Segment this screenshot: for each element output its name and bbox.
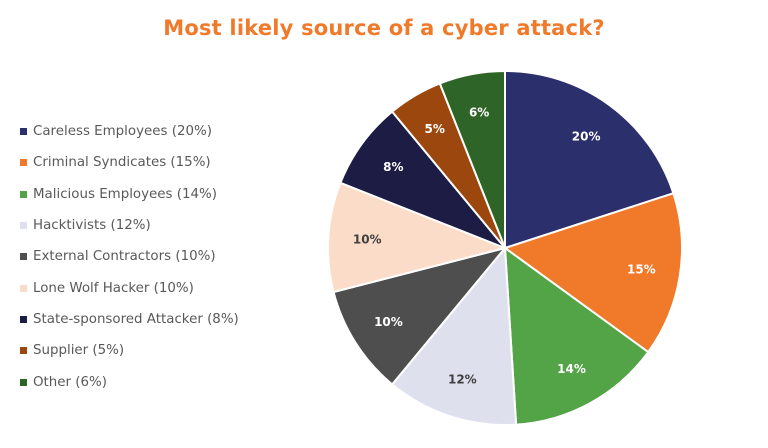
- legend-label: State-sponsored Attacker (8%): [33, 311, 239, 327]
- pie-slice: [503, 245, 650, 426]
- pie-slice: [502, 192, 683, 354]
- legend-swatch-icon: [20, 190, 27, 198]
- pie-slice: [504, 69, 675, 250]
- legend-swatch-icon: [20, 347, 27, 355]
- legend-label: Hacktivists (12%): [33, 218, 151, 234]
- pie-slice: [332, 246, 508, 386]
- legend-item: Criminal Syndicates (15%): [20, 147, 239, 178]
- legend-item: External Contractors (10%): [20, 241, 239, 272]
- legend-label: Careless Employees (20%): [33, 124, 212, 140]
- legend-label: External Contractors (10%): [33, 249, 216, 265]
- legend-item: State-sponsored Attacker (8%): [20, 304, 239, 335]
- legend-label: Malicious Employees (14%): [33, 186, 217, 202]
- legend-item: Malicious Employees (14%): [20, 179, 239, 210]
- legend-item: Hacktivists (12%): [20, 210, 239, 241]
- legend: Careless Employees (20%) Criminal Syndica…: [20, 116, 239, 398]
- legend-swatch-icon: [20, 284, 27, 292]
- legend-swatch-icon: [20, 159, 27, 167]
- legend-swatch-icon: [20, 128, 27, 136]
- pie-slice: [327, 181, 509, 294]
- slice-data-label: 12%: [448, 372, 477, 386]
- legend-item: Supplier (5%): [20, 335, 239, 366]
- legend-swatch-icon: [20, 222, 27, 230]
- slice-data-label: 5%: [425, 122, 445, 136]
- slice-data-label: 20%: [572, 129, 601, 143]
- slice-data-label: 15%: [627, 263, 656, 277]
- slice-data-label: 6%: [469, 105, 489, 119]
- chart-title: Most likely source of a cyber attack?: [163, 16, 605, 40]
- legend-swatch-icon: [20, 253, 27, 261]
- legend-item: Careless Employees (20%): [20, 116, 239, 147]
- slice-data-label: 10%: [353, 232, 382, 246]
- pie-slice: [339, 110, 506, 249]
- legend-item: Other (6%): [20, 366, 239, 397]
- slice-data-label: 14%: [557, 362, 586, 376]
- pie-slice: [390, 245, 518, 426]
- legend-label: Supplier (5%): [33, 343, 125, 359]
- pie-slice: [438, 69, 506, 249]
- legend-swatch-icon: [20, 315, 27, 323]
- legend-label: Criminal Syndicates (15%): [33, 155, 211, 171]
- slice-data-label: 8%: [383, 160, 403, 174]
- slice-data-label: 10%: [374, 315, 403, 329]
- legend-item: Lone Wolf Hacker (10%): [20, 272, 239, 303]
- legend-label: Other (6%): [33, 374, 107, 390]
- legend-label: Lone Wolf Hacker (10%): [33, 280, 194, 296]
- legend-swatch-icon: [20, 378, 27, 386]
